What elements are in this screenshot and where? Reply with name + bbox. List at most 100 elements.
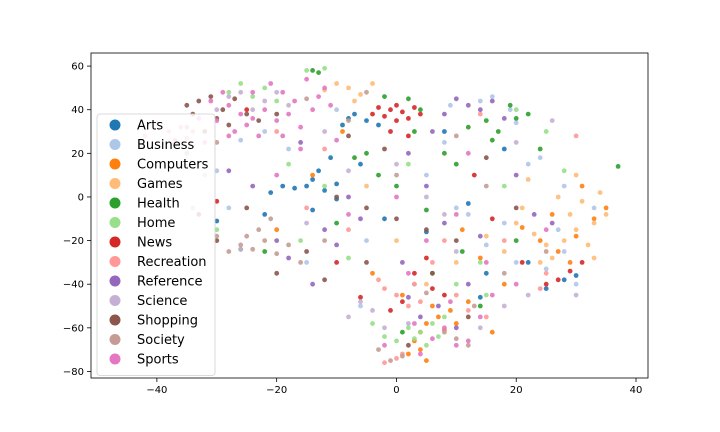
point-health-3 (406, 96, 411, 102)
legend-marker-science (109, 295, 121, 306)
point-shopping-16 (453, 238, 459, 244)
point-reference-27 (226, 168, 232, 174)
point-business-3 (483, 242, 489, 248)
point-reference-25 (531, 212, 537, 217)
point-society-25 (424, 290, 429, 296)
x-tick-label: −40 (146, 385, 167, 396)
point-society-26 (214, 140, 220, 145)
point-recreation-15 (412, 281, 417, 287)
point-society-7 (256, 227, 262, 233)
point-sports-9 (232, 129, 238, 134)
point-computers-17 (406, 351, 411, 357)
point-health-16 (453, 161, 459, 167)
point-shopping-2 (184, 102, 190, 108)
point-science-24 (394, 161, 399, 167)
point-arts-29 (316, 168, 321, 174)
point-arts-25 (483, 270, 489, 276)
point-home-25 (483, 292, 489, 298)
point-science-27 (442, 212, 447, 217)
point-science-9 (346, 314, 351, 320)
point-games-9 (561, 238, 567, 244)
point-computers-4 (430, 303, 435, 309)
point-society-5 (274, 251, 280, 257)
point-health-0 (310, 68, 315, 73)
point-shopping-28 (382, 146, 387, 152)
point-sports-6 (286, 111, 291, 117)
point-health-11 (465, 124, 471, 130)
point-shopping-7 (226, 122, 232, 128)
legend-label-reference: Reference (137, 275, 202, 290)
point-sports-5 (274, 118, 280, 123)
point-business-22 (561, 183, 567, 189)
point-games-18 (537, 260, 543, 265)
point-recreation-7 (394, 292, 399, 298)
point-games-2 (358, 92, 363, 97)
point-news-1 (388, 107, 393, 113)
point-games-22 (501, 249, 507, 254)
point-reference-10 (406, 294, 411, 300)
point-arts-9 (334, 181, 339, 187)
point-news-27 (244, 107, 250, 113)
point-arts-15 (310, 207, 315, 213)
point-games-26 (394, 238, 399, 244)
point-reference-29 (549, 220, 555, 226)
point-home-11 (394, 338, 399, 344)
point-recreation-22 (537, 286, 543, 291)
legend-marker-news (109, 236, 121, 248)
point-recreation-14 (376, 277, 381, 283)
point-reference-17 (274, 238, 280, 244)
point-recreation-19 (501, 238, 507, 244)
point-reference-5 (501, 116, 507, 121)
point-society-1 (250, 246, 256, 252)
point-games-28 (525, 177, 531, 182)
point-health-25 (400, 329, 405, 335)
legend-label-recreation: Recreation (137, 255, 207, 270)
point-sports-35 (477, 314, 483, 320)
point-games-16 (555, 194, 561, 200)
point-home-3 (238, 81, 244, 86)
point-science-1 (238, 89, 244, 95)
point-games-3 (370, 81, 375, 86)
point-reference-9 (453, 325, 459, 331)
point-news-15 (400, 299, 405, 305)
point-health-17 (615, 164, 621, 169)
point-business-1 (543, 266, 549, 272)
point-society-16 (400, 353, 405, 359)
legend-marker-shopping (109, 314, 121, 326)
point-reference-28 (400, 260, 405, 265)
point-computers-13 (603, 205, 609, 211)
point-health-19 (513, 238, 519, 244)
point-computers-23 (477, 255, 483, 261)
legend: Arts Business Computers Games Health Home News… (96, 113, 216, 376)
point-home-12 (442, 314, 447, 320)
point-business-23 (591, 205, 597, 211)
point-reference-19 (442, 220, 447, 226)
axes-layer: −40 −20 0 20 40 −80 −60 −40 −20 0 20 40 60 (63, 62, 642, 396)
point-reference-15 (322, 227, 327, 233)
point-recreation-28 (274, 129, 280, 134)
point-health-4 (418, 107, 423, 113)
point-arts-1 (340, 122, 345, 128)
point-sports-42 (483, 260, 489, 265)
point-sports-13 (268, 81, 274, 86)
point-arts-5 (322, 188, 327, 193)
point-sports-40 (424, 238, 429, 244)
point-business-24 (555, 227, 561, 233)
point-society-11 (322, 238, 327, 244)
point-reference-16 (286, 255, 291, 261)
legend-label-shopping: Shopping (137, 314, 198, 329)
x-tick-label: 20 (510, 385, 523, 396)
point-health-14 (376, 172, 381, 178)
point-sports-29 (334, 137, 339, 143)
point-reference-14 (334, 242, 339, 248)
point-business-10 (489, 94, 495, 99)
legend-marker-sports (109, 353, 121, 365)
point-games-23 (483, 233, 489, 239)
point-reference-3 (442, 111, 447, 117)
point-sports-1 (238, 111, 244, 117)
legend-label-games: Games (137, 177, 183, 192)
point-shopping-22 (214, 238, 220, 244)
point-home-7 (406, 325, 411, 331)
point-arts-26 (328, 155, 333, 161)
point-business-19 (304, 260, 309, 265)
